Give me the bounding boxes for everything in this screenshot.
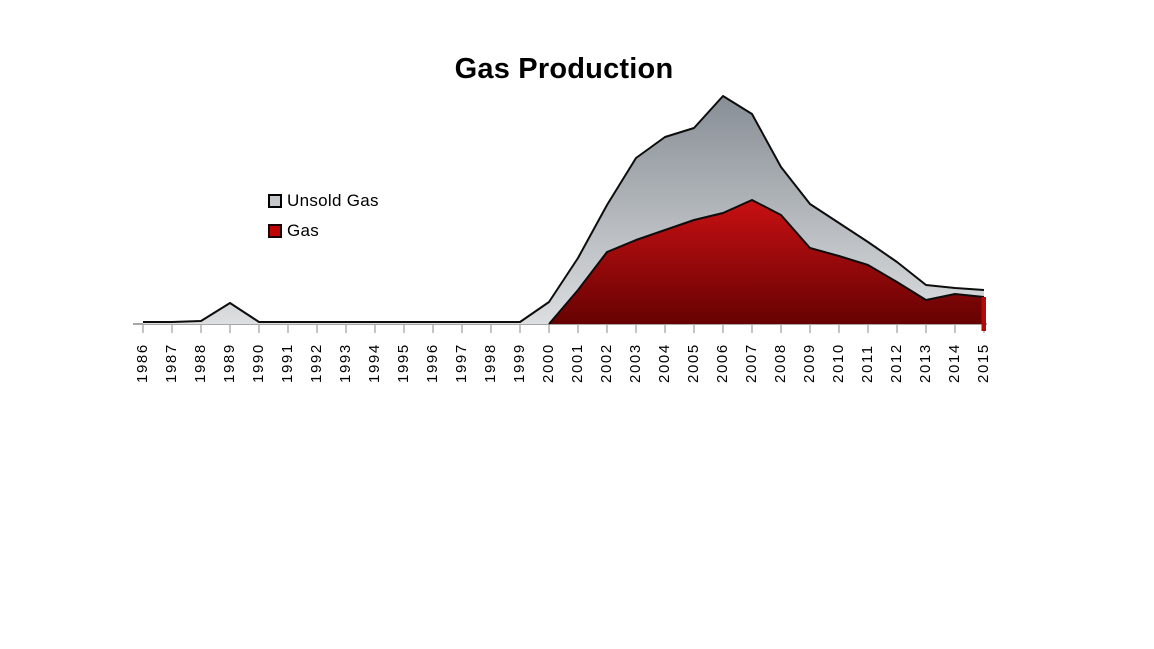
- x-axis-label: 1997: [453, 343, 470, 383]
- legend-label-gas: Gas: [287, 221, 320, 240]
- x-axis-label: 2013: [917, 343, 934, 383]
- x-axis-label: 1993: [337, 343, 354, 383]
- x-axis-label: 1988: [192, 343, 209, 383]
- x-axis-label: 2000: [540, 343, 557, 383]
- x-axis-label: 1995: [395, 343, 412, 383]
- x-axis-label: 2015: [975, 343, 992, 383]
- chart-title: Gas Production: [454, 53, 674, 85]
- x-axis-label: 1992: [308, 343, 325, 383]
- x-axis-label: 1990: [250, 343, 267, 383]
- legend-item-unsold-gas: Unsold Gas: [268, 189, 379, 213]
- total-outline: [143, 95, 985, 323]
- x-axis-label: 1987: [163, 343, 180, 383]
- x-axis-label: 2006: [714, 343, 731, 383]
- gas-outline: [548, 199, 985, 325]
- x-axis-label: 1996: [424, 343, 441, 383]
- x-axis-label: 2014: [946, 343, 963, 383]
- x-axis-label: 1991: [279, 343, 296, 383]
- x-axis-label: 2010: [830, 343, 847, 383]
- x-axis-label: 2003: [627, 343, 644, 383]
- x-axis-label: 1994: [366, 343, 383, 383]
- x-axis-label: 1986: [134, 343, 151, 383]
- x-axis-label: 2012: [888, 343, 905, 383]
- x-axis-label: 2004: [656, 343, 673, 383]
- x-axis-label: 1998: [482, 343, 499, 383]
- gas-area-end-cap: [981, 297, 986, 331]
- gas-area: [549, 200, 984, 324]
- x-axis-label: 2008: [772, 343, 789, 383]
- gas-swatch-icon: [268, 224, 282, 238]
- x-axis-label: 2007: [743, 343, 760, 383]
- legend-item-gas: Gas: [268, 219, 379, 243]
- x-axis-label: 2002: [598, 343, 615, 383]
- x-axis-label: 2001: [569, 343, 586, 383]
- x-axis-label: 1999: [511, 343, 528, 383]
- legend-label-unsold-gas: Unsold Gas: [287, 191, 379, 210]
- legend: Unsold Gas Gas: [268, 189, 379, 249]
- x-axis-label: 2011: [859, 344, 876, 383]
- x-axis-label: 2009: [801, 343, 818, 383]
- x-axis-label: 1989: [221, 343, 238, 383]
- x-axis-label: 2005: [685, 343, 702, 383]
- unsold-gas-swatch-icon: [268, 194, 282, 208]
